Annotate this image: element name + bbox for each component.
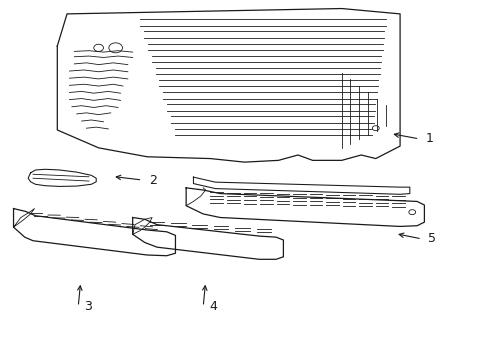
Polygon shape <box>193 177 409 194</box>
Text: 3: 3 <box>84 300 92 313</box>
Text: 4: 4 <box>209 300 217 313</box>
Text: 1: 1 <box>425 132 433 145</box>
Polygon shape <box>186 188 424 226</box>
Polygon shape <box>14 208 175 256</box>
Text: 5: 5 <box>427 233 435 246</box>
Text: 2: 2 <box>148 174 156 186</box>
Polygon shape <box>132 217 283 259</box>
Polygon shape <box>28 169 96 186</box>
Polygon shape <box>57 9 399 162</box>
